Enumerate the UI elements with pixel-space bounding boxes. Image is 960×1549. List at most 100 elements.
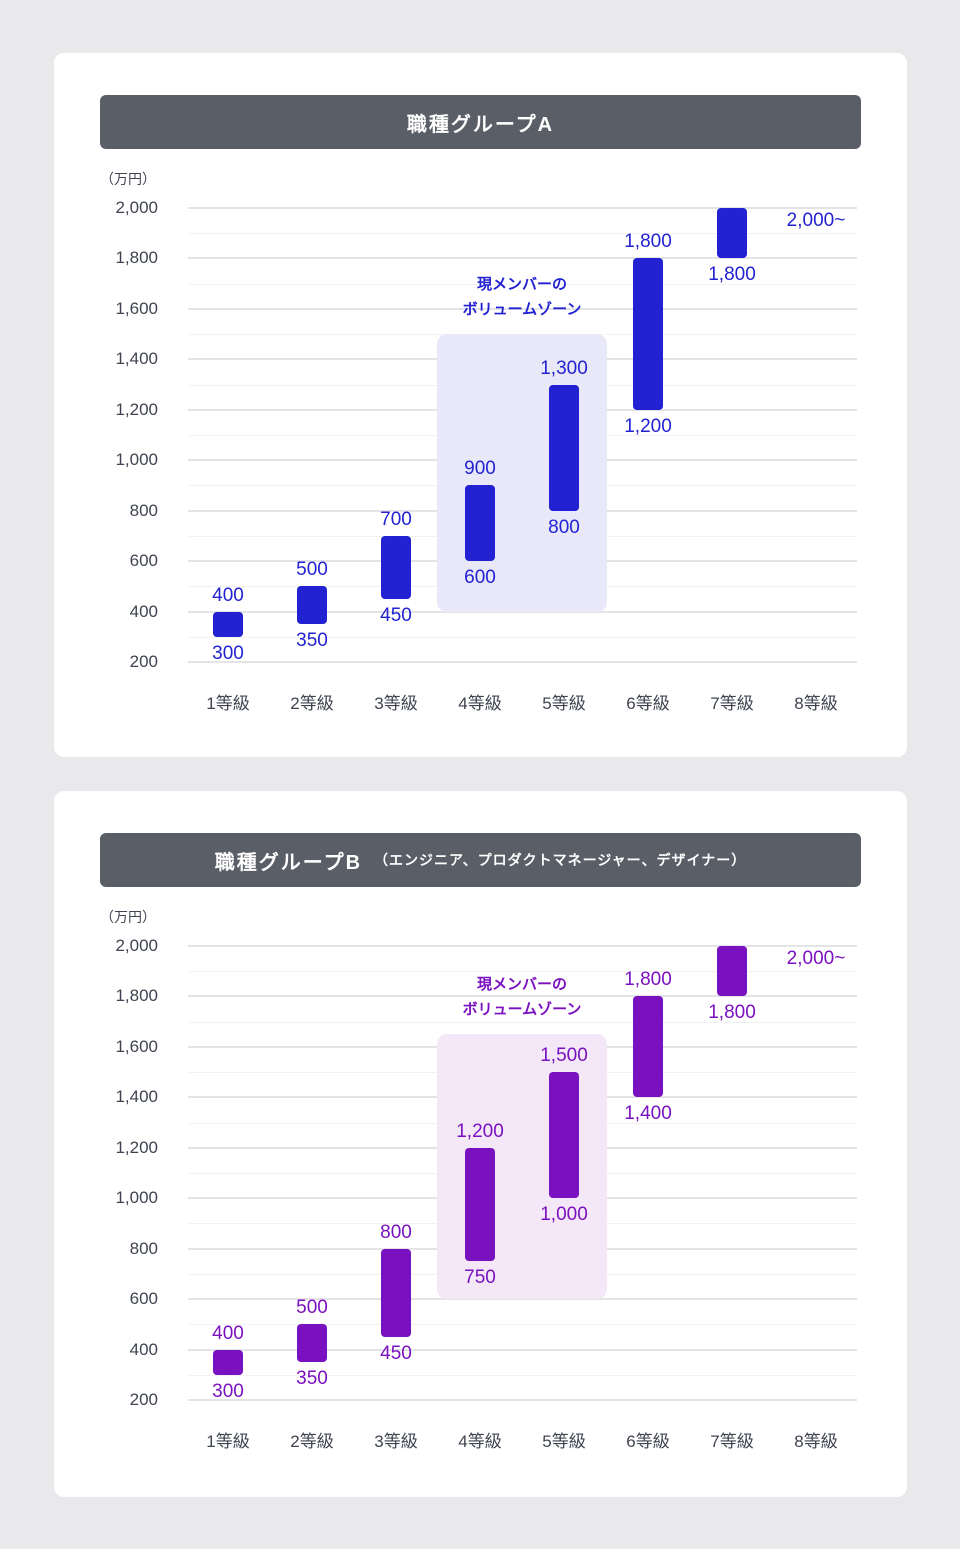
bar-min-label: 750 <box>464 1267 496 1289</box>
chart-a-title: 職種グループA <box>406 113 555 136</box>
y-axis-tick-label: 600 <box>129 1289 158 1309</box>
gridline-major <box>188 307 857 310</box>
salary-range-bar <box>213 611 243 637</box>
salary-range-bar <box>549 384 579 511</box>
gridline-major <box>188 610 857 613</box>
x-axis-category-label: 4等級 <box>458 1432 502 1451</box>
bar-min-label: 800 <box>548 516 580 538</box>
bar-max-label: 700 <box>380 508 412 530</box>
chart-card-group-b: 職種グループB （エンジニア、プロダクトマネージャー、デザイナー） （万円） 現… <box>54 791 907 1497</box>
bar-min-label: 300 <box>212 642 244 664</box>
gridline-major <box>188 1298 857 1301</box>
bar-min-label: 1,000 <box>540 1204 588 1226</box>
gridline-minor <box>188 1374 857 1376</box>
gridline-major <box>188 257 857 260</box>
bar-min-label: 1,200 <box>624 415 672 437</box>
x-axis-category-label: 8等級 <box>794 694 838 713</box>
x-axis-category-label: 1等級 <box>206 1432 250 1451</box>
y-axis-tick-label: 2,000 <box>115 936 158 955</box>
y-axis-tick-label: 1,000 <box>115 450 158 470</box>
y-axis-tick-label: 1,000 <box>115 1188 158 1208</box>
bar-min-label: 1,800 <box>708 1002 756 1024</box>
gridline-minor <box>188 283 857 285</box>
salary-range-bar <box>633 258 663 410</box>
volume-zone-label: 現メンバーの ボリュームゾーン <box>462 976 582 1019</box>
bar-max-label: 400 <box>212 1322 244 1344</box>
volume-zone-label: 現メンバーの ボリュームゾーン <box>462 276 582 319</box>
bar-min-label: 600 <box>464 567 496 589</box>
chart-b-header-bar: 職種グループB （エンジニア、プロダクトマネージャー、デザイナー） <box>100 833 861 887</box>
x-axis-category-label: 7等級 <box>710 1432 754 1451</box>
y-axis-tick-label: 400 <box>129 601 158 621</box>
bar-min-label: 1,800 <box>708 264 756 286</box>
x-axis-category-label: 7等級 <box>710 694 754 713</box>
gridline-minor <box>188 636 857 638</box>
bar-min-label: 1,400 <box>624 1103 672 1125</box>
bar-min-label: 450 <box>380 1342 412 1364</box>
x-axis-category-label: 3等級 <box>374 694 418 713</box>
x-axis-category-label: 5等級 <box>542 694 586 713</box>
x-axis-category-label: 6等級 <box>626 1432 670 1451</box>
x-axis-category-label: 2等級 <box>290 1432 334 1451</box>
y-axis-tick-label: 1,400 <box>115 349 158 369</box>
chart-card-group-a: 職種グループA （万円） 現メンバーの ボリュームゾーン 2,000 1,800 1,… <box>54 53 907 757</box>
salary-range-bar <box>213 1349 243 1375</box>
bar-max-label: 800 <box>380 1221 412 1243</box>
y-axis-tick-label: 800 <box>129 500 158 520</box>
bar-max-label: 1,200 <box>456 1120 504 1142</box>
bar-max-label: 2,000~ <box>786 948 846 969</box>
chart-b-subtitle: （エンジニア、プロダクトマネージャー、デザイナー） <box>374 852 747 868</box>
y-axis-tick-label: 200 <box>129 1390 158 1409</box>
y-axis-tick-label: 1,600 <box>115 298 158 318</box>
chart-a-header-bar: 職種グループA <box>100 95 861 149</box>
salary-range-bar <box>465 485 495 562</box>
y-axis-tick-label: 600 <box>129 551 158 571</box>
y-axis-tick-label: 400 <box>129 1339 158 1359</box>
gridline-minor <box>188 971 857 973</box>
gridline-major <box>188 1348 857 1351</box>
x-axis-category-label: 2等級 <box>290 694 334 713</box>
x-axis-category-label: 6等級 <box>626 694 670 713</box>
chart-a-plot-area: 現メンバーの ボリュームゾーン 2,000 1,800 1,600 1,400 1,200… <box>54 53 907 757</box>
chart-b-title: 職種グループB <box>214 851 363 874</box>
bar-max-label: 500 <box>296 559 328 581</box>
salary-range-bar <box>381 535 411 599</box>
y-axis-tick-label: 1,800 <box>115 248 158 268</box>
bar-min-label: 350 <box>296 1368 328 1390</box>
y-axis-tick-label: 2,000 <box>115 198 158 217</box>
x-axis-category-label: 4等級 <box>458 694 502 713</box>
salary-range-bar <box>633 996 663 1098</box>
chart-b-plot-area: 現メンバーの ボリュームゾーン 2,000 1,800 1,600 1,400 1,200… <box>54 791 907 1495</box>
salary-range-bar <box>297 586 327 625</box>
gridline-major <box>188 945 857 947</box>
bar-min-label: 300 <box>212 1380 244 1402</box>
x-axis-category-label: 5等級 <box>542 1432 586 1451</box>
y-axis-tick-label: 1,600 <box>115 1036 158 1056</box>
salary-range-bar <box>297 1324 327 1363</box>
salary-range-bar <box>549 1072 579 1199</box>
salary-range-bar <box>717 208 747 259</box>
gridline-major <box>188 1399 857 1401</box>
gridline-minor <box>188 233 857 235</box>
gridline-minor <box>188 1324 857 1326</box>
bar-max-label: 900 <box>464 458 496 480</box>
salary-range-bar <box>381 1248 411 1337</box>
y-axis-tick-label: 200 <box>129 652 158 671</box>
y-axis-tick-label: 1,800 <box>115 986 158 1006</box>
y-axis-tick-label: 1,400 <box>115 1087 158 1107</box>
bar-max-label: 1,300 <box>540 357 588 379</box>
gridline-major <box>188 661 857 663</box>
volume-zone-highlight <box>437 1034 607 1300</box>
chart-b-unit-label: （万円） <box>100 909 156 925</box>
gridline-major <box>188 207 857 209</box>
x-axis-category-label: 1等級 <box>206 694 250 713</box>
bar-max-label: 2,000~ <box>786 210 846 231</box>
bar-max-label: 500 <box>296 1297 328 1319</box>
bar-min-label: 350 <box>296 630 328 652</box>
x-axis-category-label: 3等級 <box>374 1432 418 1451</box>
bar-max-label: 1,800 <box>624 231 672 253</box>
bar-max-label: 1,500 <box>540 1045 588 1067</box>
chart-a-unit-label: （万円） <box>100 171 156 187</box>
bar-max-label: 400 <box>212 584 244 606</box>
salary-range-bar <box>465 1147 495 1262</box>
